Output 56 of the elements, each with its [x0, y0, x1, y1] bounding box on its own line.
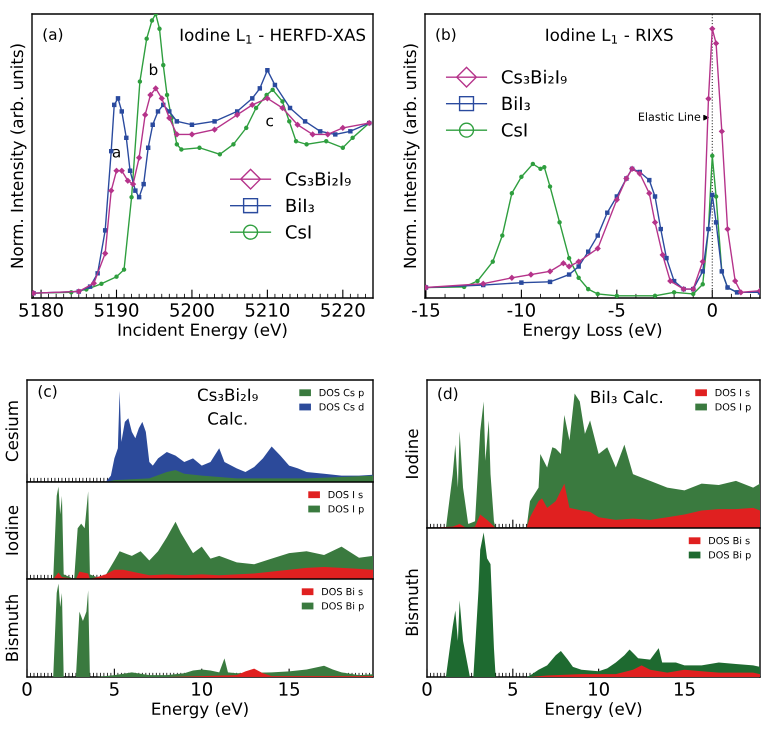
legend-label: CsI: [286, 225, 310, 239]
y-axis-title: Bismuth: [405, 570, 418, 636]
y-axis-title: Iodine: [405, 429, 418, 478]
y-axis-title: Norm. Intensity (arb. units): [10, 44, 26, 268]
legend-label: DOS I s: [716, 388, 750, 396]
y-axis-title: Cesium: [5, 401, 18, 462]
legend-label: DOS I p: [716, 403, 751, 412]
x-tick-label: 5190: [94, 303, 138, 317]
x-tick-label: 0: [422, 682, 432, 696]
annotation: (a): [44, 28, 62, 42]
x-tick-label: 5: [508, 682, 517, 696]
annotation: (c): [38, 385, 56, 399]
legend-label: DOS Bi s: [322, 588, 363, 596]
x-tick-label: -10: [508, 303, 535, 317]
x-tick-label: 15: [674, 682, 694, 696]
y-axis-title: Iodine: [5, 506, 18, 554]
chart-title: Cs₃Bi₂I₉ Calc.: [198, 388, 258, 425]
legend-label: DOS I p: [328, 505, 364, 514]
x-tick-label: 5200: [170, 303, 214, 317]
ref-line-label: Elastic Line: [638, 112, 700, 121]
annotation: (b): [436, 28, 456, 42]
legend-label: Cs₃Bi₂I₉: [286, 172, 351, 186]
legend-label: DOS Cs p: [320, 388, 364, 398]
annotation: a: [112, 148, 120, 158]
x-tick-label: 5220: [321, 303, 365, 317]
legend-label: DOS Bi s: [709, 536, 750, 544]
x-tick-label: 5: [110, 682, 119, 696]
x-tick-label: 10: [192, 682, 212, 696]
legend-label: BiI₃: [286, 198, 314, 212]
legend-label: Cs₃Bi₂I₉: [502, 70, 567, 84]
y-axis-title: Bismuth: [5, 595, 18, 661]
x-axis-title: Energy (eV): [152, 702, 248, 718]
x-tick-label: 0: [22, 682, 32, 696]
legend-label: DOS Bi p: [322, 602, 364, 612]
annotation: c: [266, 118, 273, 126]
x-axis-title: Energy Loss (eV): [524, 323, 662, 340]
x-axis-title: Incident Energy (eV): [118, 323, 286, 340]
legend-label: BiI₃: [502, 96, 530, 110]
legend-label: DOS Bi p: [709, 551, 751, 560]
y-axis-title: Norm. Intensity (arb. units): [403, 44, 420, 268]
chart-title: Iodine L$_{1}$ - RIXS: [546, 28, 673, 44]
x-tick-label: 15: [280, 682, 300, 696]
legend-label: CsI: [502, 123, 526, 137]
x-tick-label: -5: [608, 303, 624, 317]
annotation: (d): [438, 387, 458, 402]
x-axis-title: Energy (eV): [546, 702, 642, 718]
x-tick-label: 5180: [19, 303, 63, 317]
text: Iodine L$_{1}$ - HERFD-XAS: [180, 28, 366, 44]
x-tick-label: 10: [589, 682, 609, 696]
x-tick-label: 0: [708, 303, 717, 317]
x-tick-label: -15: [412, 303, 440, 317]
legend-label: DOS Cs d: [320, 403, 364, 411]
annotation: b: [150, 63, 158, 76]
legend-label: DOS I s: [328, 490, 363, 498]
chart-title: BiI₃ Calc.: [591, 390, 662, 404]
x-tick-label: 5210: [246, 303, 290, 317]
